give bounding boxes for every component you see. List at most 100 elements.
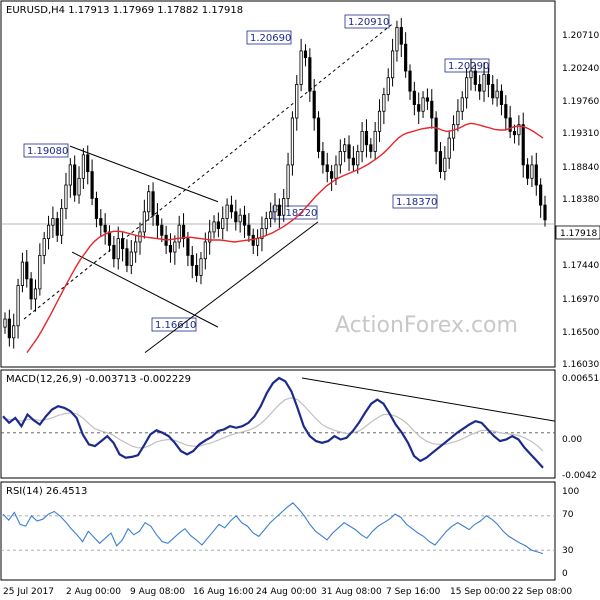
rsi-axis: 100 70 30 0 (562, 487, 579, 579)
candle-body (316, 117, 321, 152)
candle-body (417, 104, 421, 112)
candle-body (269, 211, 273, 219)
macd-tick: 0.00 (562, 435, 582, 445)
candle-body (399, 27, 403, 45)
candle-body (120, 238, 125, 250)
price-mark-box (344, 14, 390, 29)
price-mark-label: 1.19080 (27, 146, 68, 157)
candle-body (451, 124, 456, 139)
candle-body (303, 50, 308, 59)
candle-body (491, 84, 495, 99)
candles (3, 18, 547, 349)
candle-body (338, 151, 342, 166)
candle-body (125, 248, 129, 266)
candle-body (325, 164, 329, 172)
candle-body (7, 318, 11, 339)
candle-body (46, 224, 51, 240)
macd-signal-line (2, 397, 544, 452)
candle-body (251, 234, 255, 246)
candle-body (390, 50, 395, 79)
candle-body (81, 154, 85, 179)
candle-body (382, 94, 386, 112)
price-tick: 1.20240 (562, 64, 599, 74)
time-tick: 25 Jul 2017 (3, 587, 54, 597)
trendline (69, 145, 219, 203)
rsi-tick: 70 (562, 510, 574, 520)
time-axis: 25 Jul 2017 2 Aug 00:00 9 Aug 08:00 16 A… (3, 587, 572, 597)
candle-body (264, 218, 268, 229)
candle-body (321, 151, 325, 166)
candle-body (530, 164, 534, 179)
candle-body (225, 204, 229, 219)
price-panel-title: EURUSD,H4 1.17913 1.17969 1.17882 1.1791… (6, 5, 243, 16)
price-tick: 1.18840 (562, 163, 599, 173)
candle-body (290, 117, 295, 166)
candle-body (242, 214, 247, 226)
macd-panel-title: MACD(12,26,9) -0.003713 -0.002229 (6, 374, 191, 385)
candle-body (64, 184, 68, 209)
candle-body (430, 100, 434, 119)
trendline (144, 221, 319, 353)
candle-body (247, 224, 251, 236)
candle-body (482, 73, 486, 92)
candle-body (465, 77, 469, 99)
candle-body (260, 228, 264, 240)
trendline (71, 251, 219, 328)
candle-body (425, 97, 430, 102)
price-axis: 1.20710 1.20240 1.19760 1.19310 1.18840 … (555, 31, 600, 370)
candle-body (495, 90, 499, 99)
candle-body (160, 224, 164, 236)
time-tick: 7 Sep 16:00 (386, 587, 441, 597)
price-tick: 1.20710 (562, 31, 599, 41)
price-tick: 1.19760 (562, 97, 599, 107)
price-mark-box (392, 194, 438, 209)
candle-body (234, 211, 238, 223)
candle-body (186, 238, 190, 256)
price-tick: 1.16500 (562, 328, 599, 338)
candle-body (212, 221, 216, 233)
candle-body (255, 238, 260, 246)
macd-panel-frame (0, 369, 556, 479)
candle-body (295, 84, 299, 119)
candle-body (377, 110, 382, 132)
price-mark-label: 1.18220 (276, 208, 317, 219)
candle-body (60, 208, 64, 236)
candle-body (181, 224, 186, 240)
candle-body (12, 325, 16, 339)
rsi-tick: 30 (562, 546, 574, 556)
candle-body (134, 241, 138, 253)
candle-body (478, 84, 482, 92)
macd-trendline (301, 377, 556, 422)
candle-body (499, 90, 504, 105)
candle-body (534, 164, 538, 186)
candle-body (177, 224, 181, 243)
candle-body (29, 278, 33, 300)
time-tick: 9 Aug 08:00 (130, 587, 185, 597)
candle-body (151, 191, 155, 216)
price-tick: 1.19310 (562, 129, 599, 139)
price-mark-label: 1.18370 (396, 197, 437, 208)
candle-body (395, 27, 399, 52)
candle-body (42, 238, 46, 256)
time-tick: 31 Aug 08:00 (321, 587, 382, 597)
candle-body (443, 157, 447, 172)
candle-body (229, 204, 234, 213)
candle-body (190, 254, 194, 266)
candle-body (25, 261, 29, 280)
rsi-line (2, 502, 544, 555)
rsi-tick: 0 (562, 569, 568, 579)
candle-body (421, 97, 425, 112)
candle-body (155, 214, 160, 226)
moving-average (26, 122, 544, 354)
candle-body (208, 231, 212, 243)
candle-body (129, 251, 133, 266)
candle-body (404, 43, 408, 72)
candle-body (86, 154, 90, 172)
price-mark-label: 1.20290 (448, 61, 489, 72)
candle-body (308, 57, 312, 92)
macd-tick: 0.006518 (562, 374, 600, 384)
candle-body (456, 110, 460, 126)
macd-lines (1, 376, 556, 469)
candle-body (16, 285, 20, 327)
